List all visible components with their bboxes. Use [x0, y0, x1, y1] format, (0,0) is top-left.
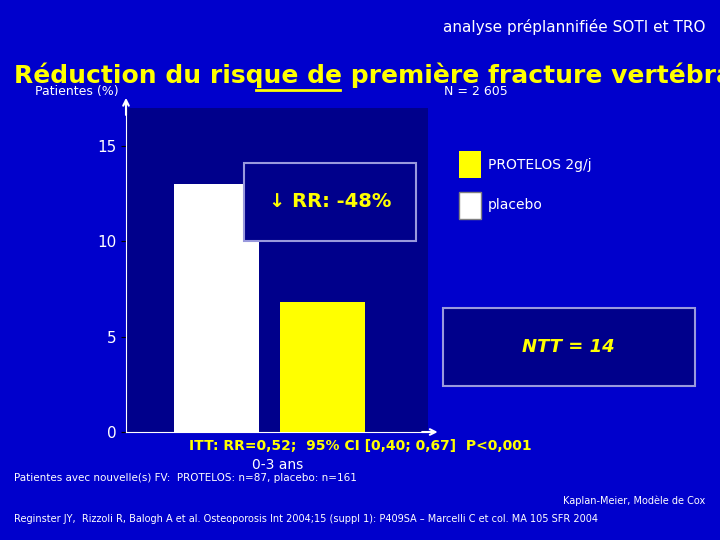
Bar [174, 184, 259, 432]
Text: placebo: placebo [488, 198, 543, 212]
FancyBboxPatch shape [244, 163, 416, 241]
Text: NTT = 14: NTT = 14 [523, 338, 615, 356]
Text: ITT: RR=0,52;  95% CI [0,40; 0,67]  P<0,001: ITT: RR=0,52; 95% CI [0,40; 0,67] P<0,00… [189, 438, 531, 453]
Text: Reginster JY,  Rizzoli R, Balogh A et al. Osteoporosis Int 2004;15 (suppl 1): P4: Reginster JY, Rizzoli R, Balogh A et al.… [14, 515, 598, 524]
Bar [280, 302, 365, 432]
Text: analyse préplannifiée SOTI et TRO: analyse préplannifiée SOTI et TRO [443, 19, 706, 35]
Text: PROTELOS 2g/j: PROTELOS 2g/j [488, 158, 592, 172]
FancyBboxPatch shape [443, 308, 695, 386]
Text: Kaplan-Meier, Modèle de Cox: Kaplan-Meier, Modèle de Cox [563, 496, 706, 507]
Text: Réduction du risque de première fracture vertébrale: Réduction du risque de première fracture… [14, 62, 720, 87]
Text: N = 2 605: N = 2 605 [444, 85, 508, 98]
Text: 0-3 ans: 0-3 ans [251, 458, 303, 472]
Bar [459, 192, 481, 219]
Bar [459, 151, 481, 178]
Text: ↓ RR: -48%: ↓ RR: -48% [269, 192, 391, 212]
Text: Patientes (%): Patientes (%) [35, 85, 119, 98]
Text: Patientes avec nouvelle(s) FV:  PROTELOS: n=87, placebo: n=161: Patientes avec nouvelle(s) FV: PROTELOS:… [14, 473, 357, 483]
